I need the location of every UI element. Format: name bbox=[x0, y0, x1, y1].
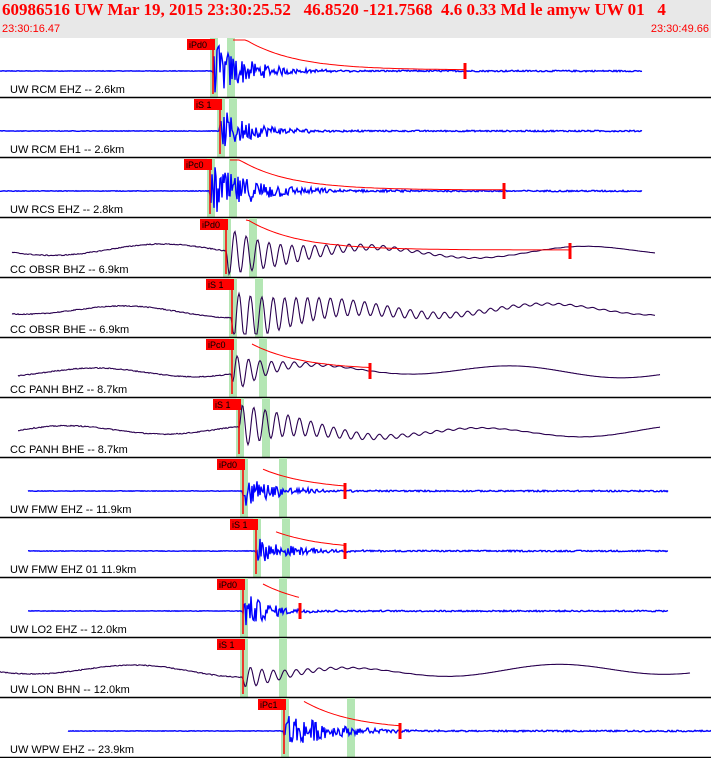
p-window-band bbox=[253, 518, 261, 578]
trace-panel[interactable]: iS 1 UW FMW EHZ 01 11.9km bbox=[0, 518, 711, 579]
seismogram-svg: iPd0 UW RCM EHZ -- 2.6km iS 1 UW RCM EH1 --… bbox=[0, 38, 711, 758]
coda-decay-curve bbox=[230, 159, 503, 191]
trace-panel[interactable]: iS 1 UW LON BHN -- 12.0km bbox=[0, 638, 711, 699]
waveform bbox=[27, 481, 669, 506]
s-window-band bbox=[282, 518, 290, 578]
s-window-band bbox=[279, 578, 287, 638]
coda-decay-curve bbox=[251, 343, 370, 368]
s-window-band bbox=[249, 218, 257, 278]
trace-panel[interactable]: iPd0 UW LO2 EHZ -- 12.0km bbox=[0, 578, 711, 639]
trace-panel[interactable]: iPd0 CC OBSR BHZ -- 6.9km bbox=[0, 218, 711, 279]
trace-panel[interactable]: iPc0 CC PANH BHZ -- 8.7km bbox=[0, 338, 711, 399]
waveform bbox=[0, 112, 643, 147]
trace-panel[interactable]: iS 1 CC PANH BHE -- 8.7km bbox=[0, 398, 711, 459]
station-label: UW FMW EHZ 01 11.9km bbox=[10, 564, 136, 576]
phase-pick-label: iPd0 bbox=[202, 220, 220, 230]
phase-pick-label-box[interactable] bbox=[230, 519, 258, 530]
phase-pick-label: iPd0 bbox=[219, 580, 237, 590]
trace-panel[interactable]: iPd0 UW FMW EHZ -- 11.9km bbox=[0, 458, 711, 519]
phase-pick-label: iPc0 bbox=[208, 340, 226, 350]
waveform bbox=[67, 715, 711, 744]
phase-pick-label: iS 1 bbox=[232, 520, 248, 530]
event-header: 60986516 UW Mar 19, 2015 23:30:25.52 46.… bbox=[0, 0, 711, 38]
phase-pick-label-box[interactable] bbox=[217, 579, 245, 590]
coda-decay-curve bbox=[262, 468, 345, 487]
seismogram-panels: iPd0 UW RCM EHZ -- 2.6km iS 1 UW RCM EH1 --… bbox=[0, 38, 711, 758]
trace-panel[interactable]: iS 1 UW RCM EH1 -- 2.6km bbox=[0, 98, 711, 159]
coda-end-marker[interactable] bbox=[298, 603, 302, 619]
coda-end-marker[interactable] bbox=[463, 63, 467, 79]
station-label: UW LON BHN -- 12.0km bbox=[10, 684, 130, 696]
p-window-band bbox=[229, 278, 237, 338]
p-window-band bbox=[236, 398, 244, 458]
station-label: CC PANH BHZ -- 8.7km bbox=[10, 384, 127, 396]
coda-end-marker[interactable] bbox=[343, 483, 347, 499]
phase-pick-label: iS 1 bbox=[196, 100, 212, 110]
coda-end-marker[interactable] bbox=[368, 363, 372, 379]
s-window-band bbox=[347, 698, 355, 758]
trace-panel[interactable]: iPd0 UW RCM EHZ -- 2.6km bbox=[0, 38, 711, 99]
waveform bbox=[0, 44, 643, 93]
phase-pick-label: iPd0 bbox=[219, 460, 237, 470]
station-label: UW FMW EHZ -- 11.9km bbox=[10, 504, 131, 516]
phase-pick-label-box[interactable] bbox=[187, 39, 215, 50]
coda-end-marker[interactable] bbox=[568, 243, 572, 259]
station-label: CC OBSR BHZ -- 6.9km bbox=[10, 264, 129, 276]
coda-decay-curve bbox=[275, 531, 346, 546]
coda-end-marker[interactable] bbox=[502, 183, 506, 199]
waveform bbox=[0, 167, 643, 212]
waveform bbox=[27, 538, 669, 562]
phase-pick-label: iPc1 bbox=[260, 700, 278, 710]
station-label: UW RCM EH1 -- 2.6km bbox=[10, 144, 124, 156]
coda-decay-curve bbox=[303, 700, 401, 727]
p-window-band bbox=[223, 218, 231, 278]
trace-panel[interactable]: iS 1 CC OBSR BHE -- 6.9km bbox=[0, 278, 711, 339]
phase-pick-label-box[interactable] bbox=[194, 99, 222, 110]
phase-pick-label-box[interactable] bbox=[217, 459, 245, 470]
station-label: UW RCS EHZ -- 2.8km bbox=[10, 204, 123, 216]
phase-pick-label-box[interactable] bbox=[206, 339, 234, 350]
phase-pick-label: iS 1 bbox=[219, 640, 235, 650]
waveform bbox=[18, 404, 661, 447]
phase-pick-label-box[interactable] bbox=[258, 699, 286, 710]
waveform bbox=[11, 291, 656, 336]
phase-pick-label-box[interactable] bbox=[217, 639, 245, 650]
coda-end-marker[interactable] bbox=[343, 543, 347, 559]
waveform bbox=[27, 596, 669, 626]
phase-pick-label: iS 1 bbox=[208, 280, 224, 290]
s-window-band bbox=[229, 98, 237, 158]
s-window-band bbox=[255, 278, 263, 338]
coda-decay-curve bbox=[245, 219, 571, 251]
phase-pick-label: iPd0 bbox=[189, 40, 207, 50]
trace-panel[interactable]: iPc1 UW WPW EHZ -- 23.9km bbox=[0, 698, 711, 758]
station-label: CC OBSR BHE -- 6.9km bbox=[10, 324, 129, 336]
phase-pick-label-box[interactable] bbox=[213, 399, 241, 410]
trace-panel[interactable]: iPc0 UW RCS EHZ -- 2.8km bbox=[0, 158, 711, 219]
phase-pick-label: iPc0 bbox=[186, 160, 204, 170]
p-window-band bbox=[229, 338, 237, 398]
phase-pick-label: iS 1 bbox=[215, 400, 231, 410]
station-label: UW RCM EHZ -- 2.6km bbox=[10, 84, 125, 96]
station-label: UW WPW EHZ -- 23.9km bbox=[10, 744, 134, 756]
phase-pick-label-box[interactable] bbox=[206, 279, 234, 290]
s-window-band bbox=[262, 398, 270, 458]
coda-decay-curve bbox=[233, 39, 464, 71]
phase-pick-label-box[interactable] bbox=[184, 159, 212, 170]
phase-pick-label-box[interactable] bbox=[200, 219, 228, 230]
coda-end-marker[interactable] bbox=[398, 723, 402, 739]
waveform bbox=[0, 663, 691, 688]
start-time: 23:30:16.47 bbox=[2, 23, 61, 35]
coda-decay-curve bbox=[262, 583, 300, 598]
p-window-band bbox=[240, 638, 248, 698]
waveform bbox=[17, 354, 661, 388]
end-time: 23:30:49.66 bbox=[650, 23, 709, 35]
s-window-band bbox=[279, 638, 287, 698]
station-label: UW LO2 EHZ -- 12.0km bbox=[10, 624, 127, 636]
event-title: 60986516 UW Mar 19, 2015 23:30:25.52 46.… bbox=[2, 0, 666, 19]
station-label: CC PANH BHE -- 8.7km bbox=[10, 444, 128, 456]
p-window-band bbox=[240, 458, 248, 518]
